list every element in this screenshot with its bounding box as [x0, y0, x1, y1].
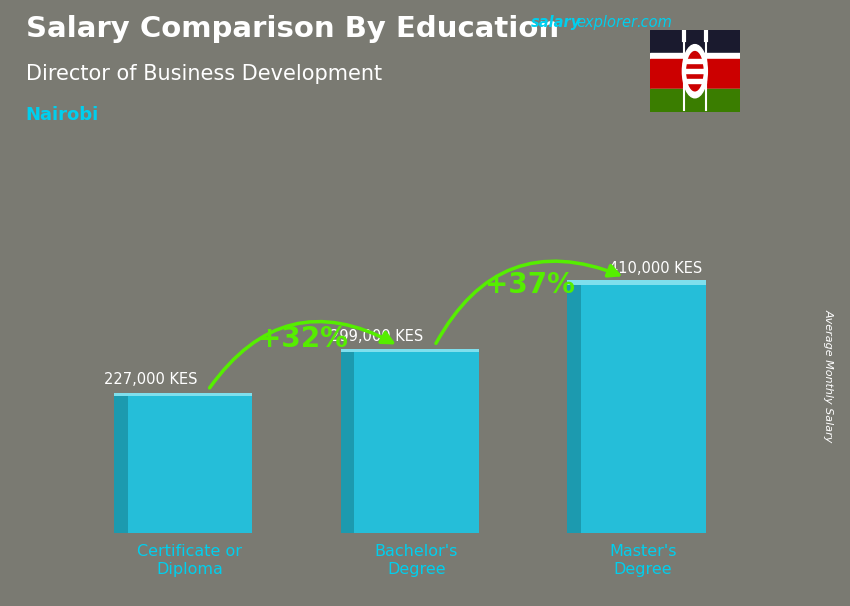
Text: Salary Comparison By Education: Salary Comparison By Education	[26, 15, 558, 43]
Text: salary: salary	[531, 15, 581, 30]
Bar	[683, 59, 706, 64]
Bar	[650, 59, 740, 89]
Text: Director of Business Development: Director of Business Development	[26, 64, 382, 84]
Text: 410,000 KES: 410,000 KES	[609, 261, 702, 276]
Bar	[650, 53, 740, 59]
Text: +32%: +32%	[258, 325, 348, 353]
Bar	[650, 89, 740, 112]
Text: 299,000 KES: 299,000 KES	[331, 328, 423, 344]
Bar	[650, 89, 740, 95]
Bar	[341, 349, 479, 352]
Bar	[567, 285, 581, 533]
Ellipse shape	[683, 45, 707, 98]
Text: Nairobi: Nairobi	[26, 106, 99, 124]
Bar	[683, 69, 706, 73]
Bar	[114, 393, 252, 396]
Bar	[683, 79, 706, 83]
Bar	[128, 396, 252, 533]
Bar	[341, 352, 354, 533]
Bar	[114, 396, 128, 533]
Text: .com: .com	[636, 15, 672, 30]
Bar	[650, 30, 740, 53]
Bar	[567, 281, 706, 285]
Text: explorer: explorer	[576, 15, 638, 30]
Text: +37%: +37%	[484, 271, 575, 299]
Ellipse shape	[687, 52, 703, 91]
Bar	[354, 352, 479, 533]
Bar	[581, 285, 706, 533]
Text: 227,000 KES: 227,000 KES	[104, 372, 197, 387]
Text: Average Monthly Salary: Average Monthly Salary	[824, 309, 834, 442]
